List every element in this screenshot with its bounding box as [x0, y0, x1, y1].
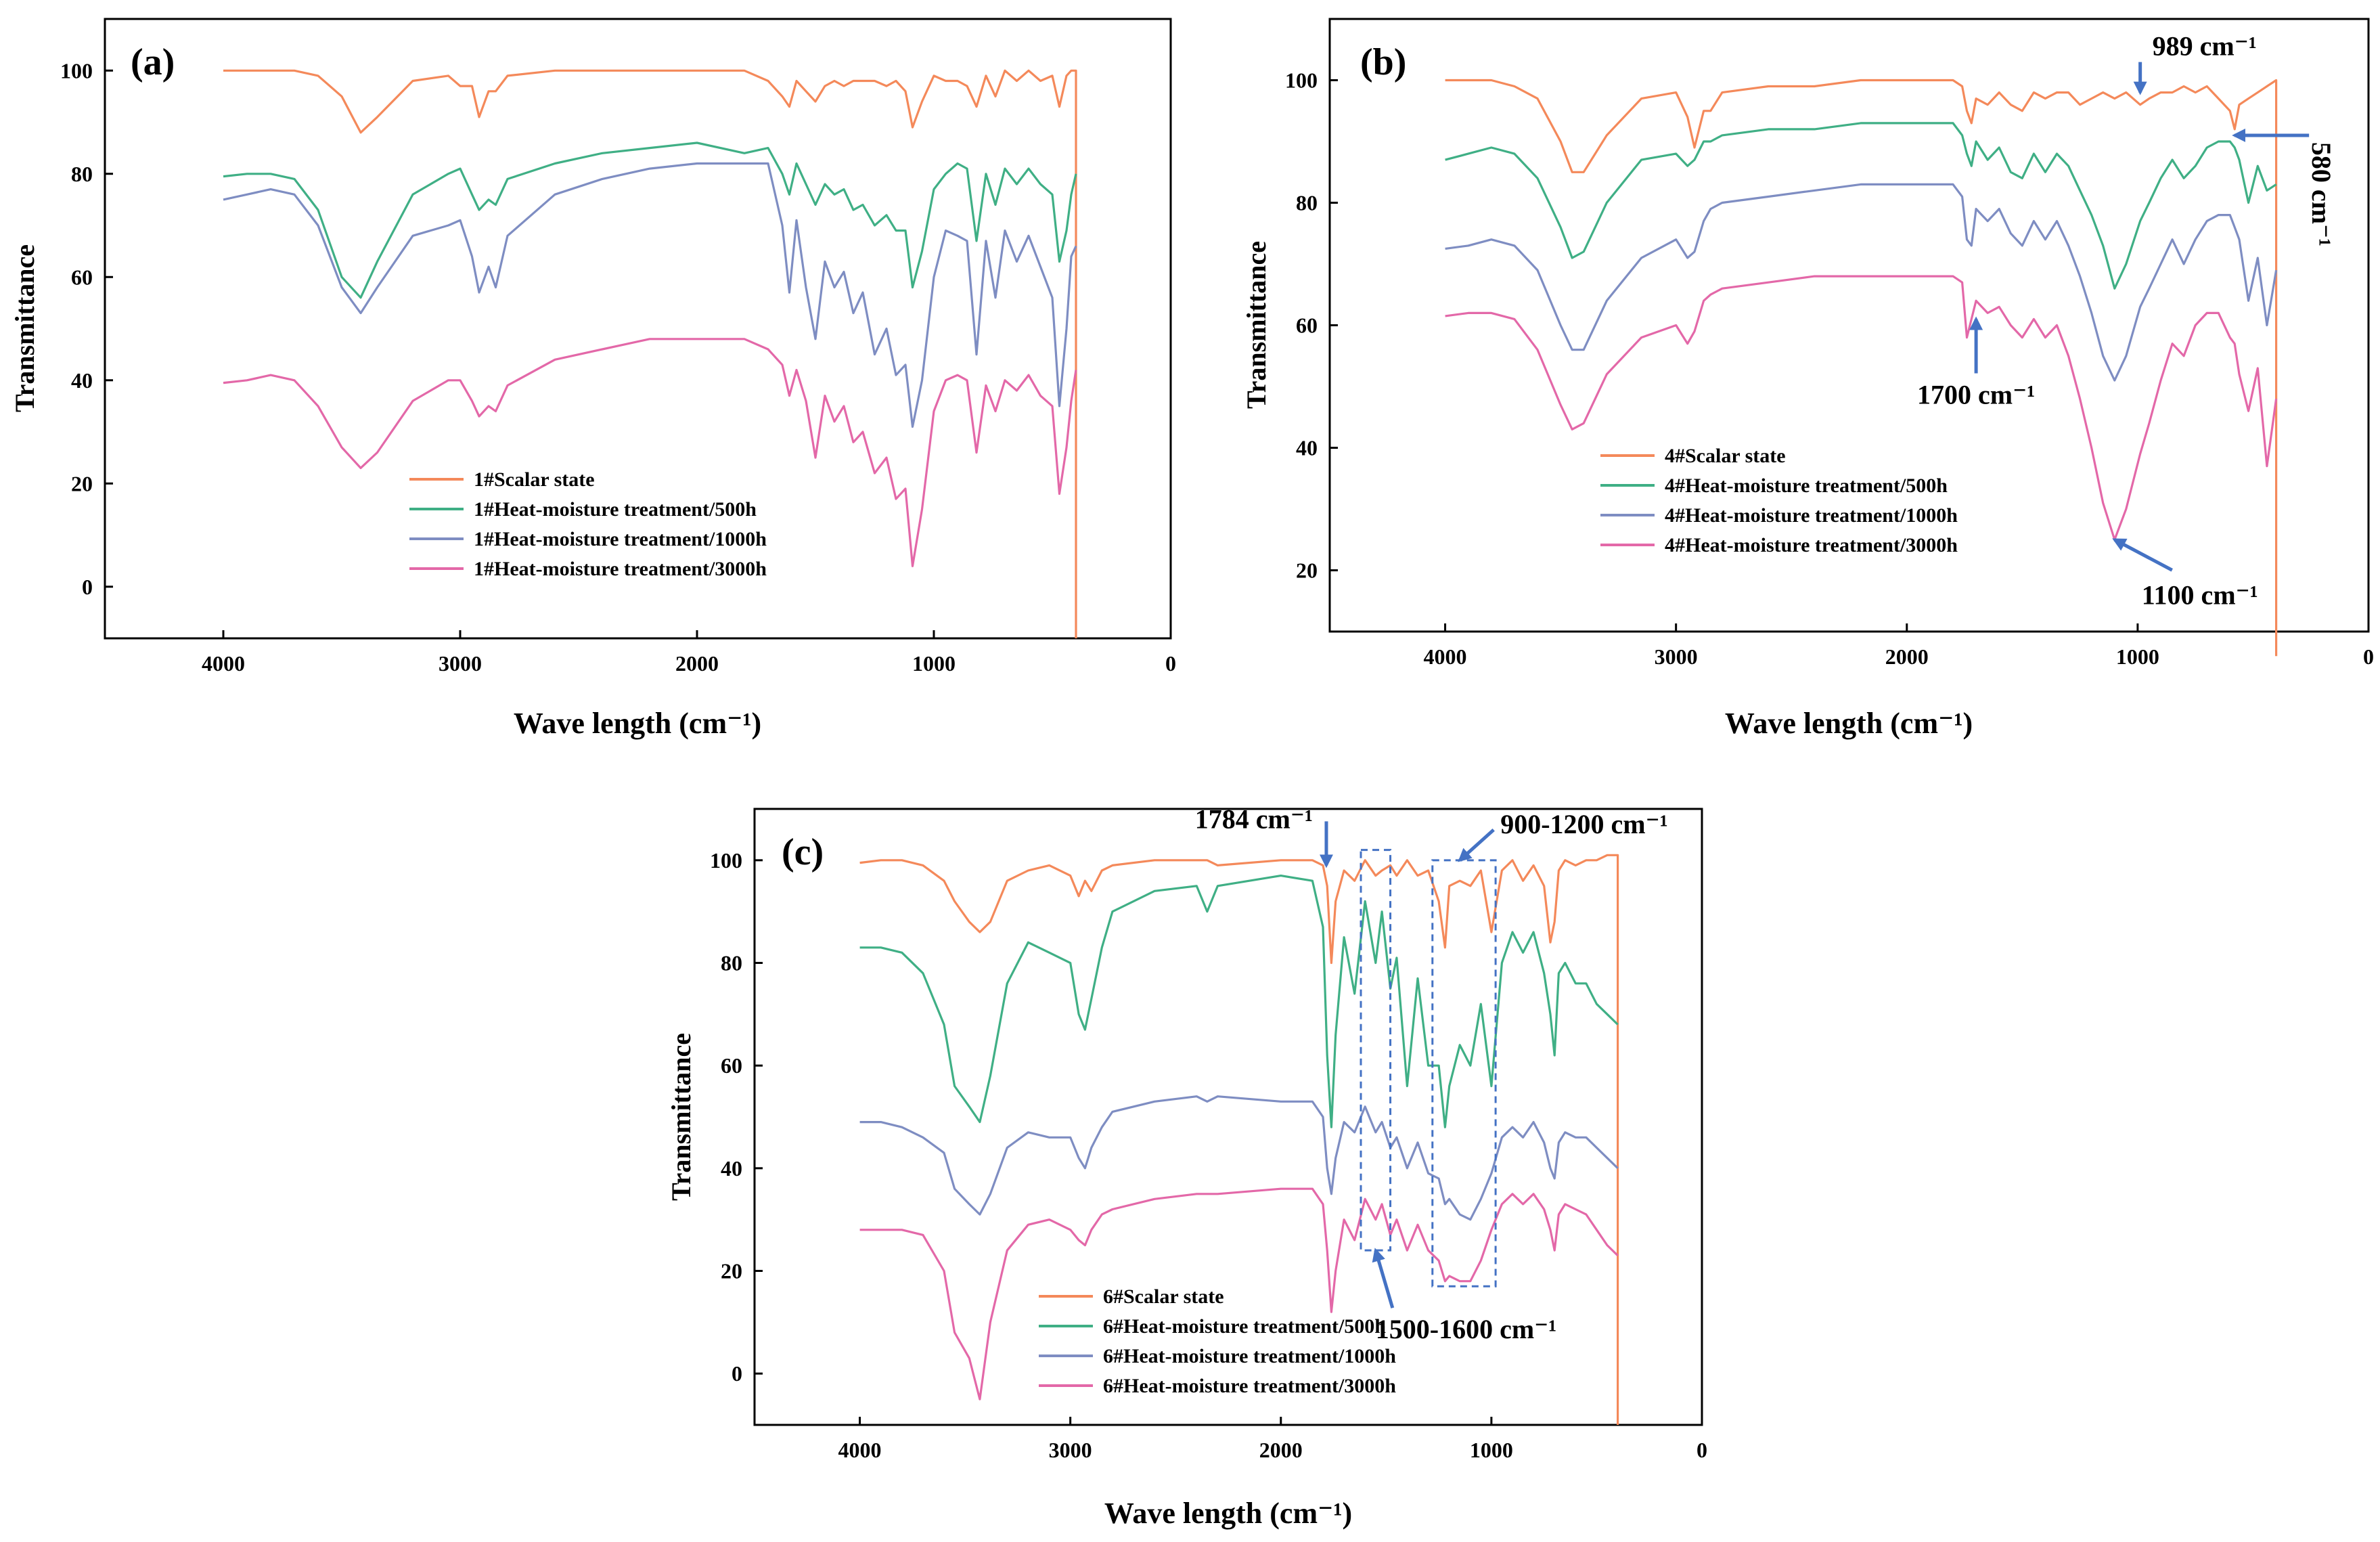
x-tick-label: 0: [2363, 644, 2374, 669]
series-line: [223, 141, 1077, 299]
plot-frame: [104, 18, 1172, 640]
y-tick-label: 0: [82, 575, 93, 599]
x-tick-label: 3000: [1655, 644, 1698, 669]
highlight-region: [1360, 849, 1392, 1252]
highlight-region: [1431, 859, 1497, 1287]
legend-label: 6#Scalar state: [1103, 1285, 1224, 1308]
axes-ticks: 4000 3000 2000 1000 0 0 20 40 60 80 100: [710, 848, 1707, 1462]
panel-label: (a): [131, 41, 175, 83]
legend: 1#Scalar state 1#Heat-moisture treatment/…: [409, 468, 767, 580]
series-line: [859, 875, 1619, 1128]
panel-b: 4000 3000 2000 1000 0 20 40 60 80 100 989 cm⁻¹ 580…: [1241, 18, 2374, 740]
legend-label: 4#Heat-moisture treatment/1000h: [1665, 504, 1958, 527]
x-tick-label: 4000: [1424, 644, 1467, 669]
legend-label: 6#Heat-moisture treatment/1000h: [1103, 1345, 1396, 1367]
series-line: [859, 1187, 1619, 1401]
annotations: 1784 cm⁻¹ 900-1200 cm⁻¹ 1500-1600 cm⁻¹: [1195, 803, 1668, 1344]
annotation-label: 1100 cm⁻¹: [2142, 579, 2258, 610]
series-lines: [223, 69, 1077, 638]
series-line: [859, 854, 1619, 1425]
axes-ticks: 4000 3000 2000 1000 0 20 40 60 80 100: [1285, 68, 2374, 669]
panel-a: 4000 3000 2000 1000 0 0 20 40 60 80 100 (a) Wave l…: [9, 18, 1176, 740]
series-lines: [1445, 79, 2278, 657]
y-axis-title: Transmittance: [666, 1033, 696, 1201]
legend-label: 4#Scalar state: [1665, 445, 1786, 467]
y-tick-label: 80: [721, 951, 742, 975]
y-tick-label: 20: [1296, 558, 1318, 583]
x-axis-title: Wave length (cm⁻¹): [1725, 707, 1973, 740]
legend-label: 6#Heat-moisture treatment/500h: [1103, 1315, 1386, 1338]
x-tick-label: 2000: [675, 651, 719, 676]
y-tick-label: 60: [71, 265, 93, 289]
y-tick-label: 40: [71, 368, 93, 393]
x-tick-label: 0: [1165, 651, 1176, 676]
legend: 4#Scalar state 4#Heat-moisture treatment/…: [1600, 445, 1958, 556]
y-tick-label: 20: [721, 1259, 742, 1283]
panel-label: (b): [1360, 41, 1406, 83]
y-tick-label: 40: [721, 1156, 742, 1181]
legend-label: 1#Scalar state: [474, 468, 595, 491]
y-tick-label: 60: [1296, 313, 1318, 338]
legend-label: 1#Heat-moisture treatment/3000h: [474, 558, 767, 580]
legend-label: 1#Heat-moisture treatment/1000h: [474, 528, 767, 550]
x-tick-label: 1000: [1470, 1438, 1513, 1462]
legend-label: 6#Heat-moisture treatment/3000h: [1103, 1375, 1396, 1397]
x-tick-label: 1000: [2116, 644, 2159, 669]
y-tick-label: 100: [710, 848, 742, 873]
annotation-label: 900-1200 cm⁻¹: [1500, 809, 1668, 839]
series-line: [223, 162, 1077, 428]
legend-label: 1#Heat-moisture treatment/500h: [474, 498, 757, 521]
y-tick-label: 40: [1296, 436, 1318, 460]
series-line: [223, 69, 1077, 638]
y-tick-label: 0: [732, 1361, 742, 1386]
series-line: [1445, 122, 2277, 290]
x-tick-label: 4000: [202, 651, 245, 676]
panel-c: 4000 3000 2000 1000 0 0 20 40 60 80 100 1784 cm⁻¹ 9…: [666, 803, 1707, 1530]
y-axis-title: Transmittance: [9, 244, 40, 412]
series-line: [1445, 275, 2278, 541]
x-tick-label: 2000: [1885, 644, 1929, 669]
x-tick-label: 3000: [439, 651, 482, 676]
series-lines: [859, 854, 1619, 1425]
y-tick-label: 60: [721, 1053, 742, 1078]
y-tick-label: 80: [71, 162, 93, 186]
annotation-arrow: [2112, 538, 2173, 572]
panel-label: (c): [782, 831, 824, 873]
annotation-label: 580 cm⁻¹: [2306, 142, 2337, 246]
annotation-label: 989 cm⁻¹: [2153, 31, 2257, 62]
series-line: [1445, 183, 2278, 382]
x-tick-label: 4000: [838, 1438, 882, 1462]
series-line: [223, 338, 1077, 567]
x-axis-title: Wave length (cm⁻¹): [1104, 1497, 1352, 1530]
legend-label: 4#Heat-moisture treatment/3000h: [1665, 534, 1958, 556]
annotation-label: 1784 cm⁻¹: [1195, 803, 1313, 834]
y-tick-label: 100: [60, 58, 93, 83]
legend: 6#Scalar state 6#Heat-moisture treatment/…: [1039, 1285, 1396, 1397]
x-tick-label: 1000: [912, 651, 956, 676]
annotations: 989 cm⁻¹ 580 cm⁻¹ 1700 cm⁻¹ 1100 cm⁻¹: [1917, 31, 2337, 611]
y-tick-label: 20: [71, 471, 93, 495]
legend-label: 4#Heat-moisture treatment/500h: [1665, 475, 1948, 497]
annotation-label: 1500-1600 cm⁻¹: [1376, 1314, 1557, 1344]
annotation-label: 1700 cm⁻¹: [1917, 379, 2035, 410]
series-line: [859, 1095, 1619, 1221]
y-tick-label: 80: [1296, 191, 1318, 215]
axes-ticks: 4000 3000 2000 1000 0 0 20 40 60 80 100: [60, 58, 1176, 676]
y-tick-label: 100: [1285, 68, 1318, 93]
plot-frame: [753, 808, 1703, 1426]
annotation-arrow: [1372, 1248, 1395, 1308]
y-axis-title: Transmittance: [1241, 241, 1272, 409]
x-tick-label: 2000: [1259, 1438, 1303, 1462]
x-tick-label: 3000: [1049, 1438, 1092, 1462]
annotation-arrow: [1458, 828, 1495, 862]
x-axis-title: Wave length (cm⁻¹): [514, 707, 761, 740]
x-tick-label: 0: [1697, 1438, 1707, 1462]
series-line: [1445, 79, 2278, 657]
